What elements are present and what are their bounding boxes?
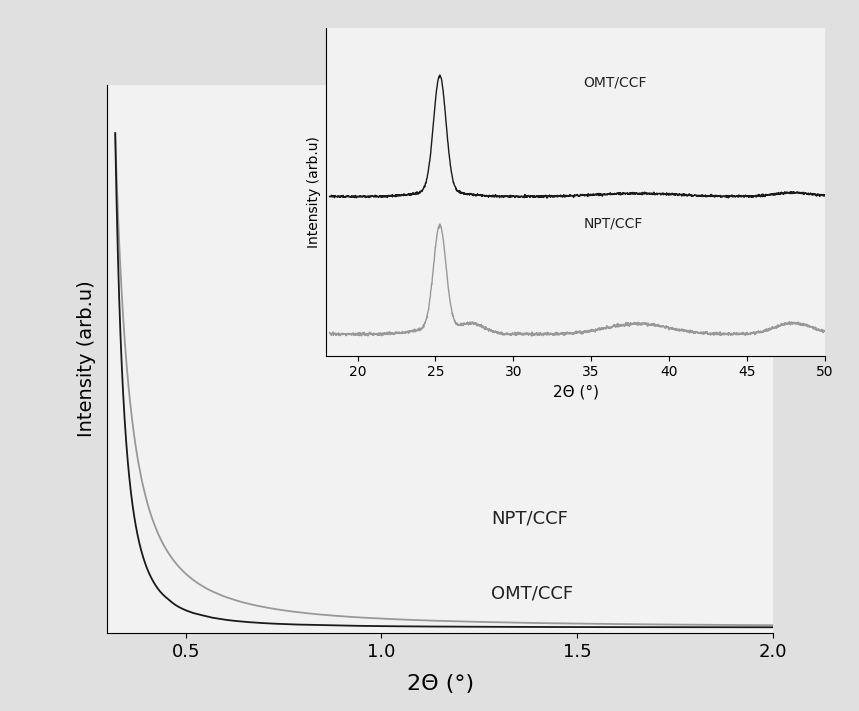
Y-axis label: Intensity (arb.u): Intensity (arb.u) <box>77 281 96 437</box>
Text: NPT/CCF: NPT/CCF <box>583 216 643 230</box>
Y-axis label: Intensity (arb.u): Intensity (arb.u) <box>307 136 321 248</box>
X-axis label: 2Θ (°): 2Θ (°) <box>552 385 599 400</box>
Text: OMT/CCF: OMT/CCF <box>583 76 647 90</box>
X-axis label: 2Θ (°): 2Θ (°) <box>406 675 474 695</box>
Text: NPT/CCF: NPT/CCF <box>491 510 568 528</box>
Text: OMT/CCF: OMT/CCF <box>491 584 573 602</box>
